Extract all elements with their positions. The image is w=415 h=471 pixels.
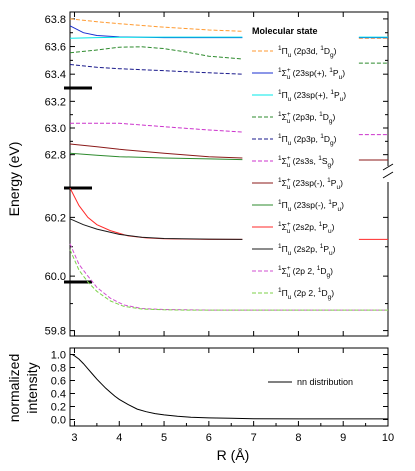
x-tick-label: 3 — [71, 432, 77, 444]
y-tick-label: 0.0 — [51, 415, 66, 427]
legend-label-5: 1Πu (2p3p, 1Dg) — [278, 133, 337, 147]
x-tick-label: 9 — [340, 432, 346, 444]
y-tick-label: 59.8 — [45, 326, 66, 338]
bottom-plot-area: 0.00.20.40.60.81.0 3 4 5 6 7 8 9 10 nn distributi… — [51, 347, 394, 444]
y-tick-label: 60.0 — [45, 271, 66, 283]
legend-label-1: 1Πu (2p3d, 1Dg) — [278, 45, 337, 59]
series-line-12 — [69, 249, 388, 311]
axis-break-gap — [385, 166, 391, 182]
axis-break-mark — [382, 171, 394, 179]
y-tick-label: 63.4 — [45, 69, 66, 81]
y-tick-label: 63.8 — [45, 14, 66, 26]
y-tick-label: 0.8 — [51, 363, 66, 375]
series-line-2 — [69, 25, 243, 39]
bottom-y-axis-title-line1: normalized — [6, 354, 22, 422]
legend-label-2: 1Σ+ u (23sp(+), 1Pu) — [278, 67, 345, 81]
legend-label-6: 1Σ+ u (2s3s, 1Sg) — [278, 155, 334, 169]
y-tick-label: 63.6 — [45, 42, 66, 54]
nn-legend-label: nn distribution — [297, 377, 353, 387]
legend-label-10: 1Πu (2s2p, 1Pu) — [278, 243, 336, 257]
series-line-4 — [69, 46, 243, 60]
y-tick-label: 63.2 — [45, 96, 66, 108]
y-tick-label: 0.2 — [51, 402, 66, 414]
legend-label-12: 1Πu (2p 2, 1Dg) — [278, 287, 334, 301]
top-y-axis-title: Energy (eV) — [6, 142, 22, 217]
series-line-8 — [69, 152, 243, 161]
top-plot-frame — [69, 11, 389, 337]
y-tick-label: 60.2 — [45, 212, 66, 224]
series-line-7 — [69, 143, 243, 159]
series-line-6 — [70, 122, 243, 133]
x-tick-label: 5 — [161, 432, 167, 444]
bottom-panel: normalized intensity 0.00.20.40.60.81.0 3… — [6, 347, 394, 463]
x-tick-label: 8 — [295, 432, 301, 444]
y-tick-label: 62.8 — [45, 150, 66, 162]
x-tick-label: 10 — [382, 432, 394, 444]
legend-label-4: 1Σ+ u (2p3p, 1Dg) — [278, 111, 336, 125]
nn-distribution-line — [71, 354, 388, 420]
axis-break-mark — [382, 163, 394, 171]
y-tick-label: 0.6 — [51, 376, 66, 388]
series-line-1 — [69, 18, 243, 32]
x-axis-title: R (Å) — [217, 447, 250, 463]
top-plot-area: 63.4 63.6 63.8 62.8 63.0 63.2 60.0 60.2 59.8 — [45, 11, 394, 338]
legend-label-7: 1Σ+ u (23sp(-), 1Pu) — [278, 177, 343, 191]
legend-label-3: 1Πu (23sp(+), 1Pu) — [278, 89, 346, 103]
y-tick-label: 1.0 — [51, 350, 66, 362]
x-tick-label: 6 — [206, 432, 212, 444]
bottom-plot-frame — [69, 347, 389, 427]
series-line-3 — [69, 36, 243, 39]
legend-label-9: 1Σ+ u (2s2p, 1Pu) — [278, 221, 335, 235]
series-line-10 — [69, 218, 243, 240]
bottom-y-axis-title-line2: intensity — [24, 362, 40, 413]
y-tick-label: 0.4 — [51, 389, 66, 401]
x-tick-label: 4 — [116, 432, 122, 444]
series-line-9 — [69, 187, 243, 240]
legend-label-8: 1Πu (23sp(-), 1Pu) — [278, 199, 344, 213]
x-tick-label: 7 — [251, 432, 257, 444]
legend-label-11: 1Σ+ u (2p 2, 1Dg) — [278, 265, 333, 279]
top-panel: Energy (eV) 63.4 63.6 63.8 62.8 63.0 63.2 60.0… — [6, 11, 394, 338]
top-legend: Molecular state 1Πu (2p3d, 1Dg) 1Σ+ u (23s… — [252, 26, 346, 301]
series-line-5 — [69, 64, 243, 75]
y-tick-label: 63.0 — [45, 123, 66, 135]
legend-title: Molecular state — [252, 26, 318, 36]
series-line-11 — [69, 243, 388, 311]
